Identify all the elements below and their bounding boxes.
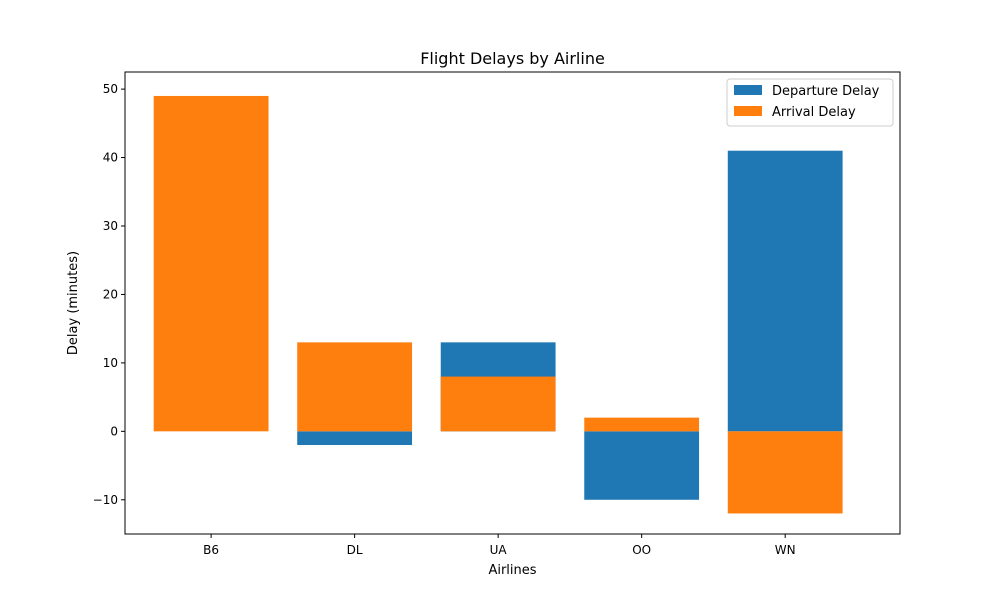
legend-swatch-departure-delay <box>734 85 762 95</box>
chart-title: Flight Delays by Airline <box>420 49 605 68</box>
bar-arrival-delay-oo <box>584 417 700 432</box>
bar-arrival-delay-wn <box>727 431 843 514</box>
x-tick-label-dl: DL <box>347 543 363 557</box>
x-tick-label-b6: B6 <box>203 543 219 557</box>
y-tick-label: 30 <box>103 219 118 233</box>
x-axis: B6 DL UA OO WN <box>203 534 796 557</box>
bar-departure-delay-dl <box>297 431 413 446</box>
y-tick-label: 20 <box>103 287 118 301</box>
y-tick-label: −10 <box>93 493 118 507</box>
legend-swatch-arrival-delay <box>734 106 762 116</box>
x-axis-title: Airlines <box>488 563 536 578</box>
y-tick-label: 50 <box>103 82 118 96</box>
legend-frame <box>726 78 894 127</box>
x-tick-label-oo: OO <box>632 543 651 557</box>
legend: Departure Delay Arrival Delay <box>726 78 894 127</box>
bar-arrival-delay-dl <box>297 342 413 432</box>
y-tick-label: 40 <box>103 151 118 165</box>
y-axis-title: Delay (minutes) <box>66 251 81 355</box>
bar-arrival-delay-ua <box>440 376 556 432</box>
legend-label-departure-delay: Departure Delay <box>772 84 880 99</box>
legend-label-arrival-delay: Arrival Delay <box>772 105 856 120</box>
x-tick-label-wn: WN <box>775 543 796 557</box>
bars-group <box>153 95 843 514</box>
x-tick-label-ua: UA <box>490 543 508 557</box>
y-tick-label: 0 <box>110 424 118 438</box>
bar-departure-delay-wn <box>727 150 843 432</box>
bar-departure-delay-oo <box>584 431 700 500</box>
y-tick-label: 10 <box>103 356 118 370</box>
plot-frame <box>124 71 901 535</box>
y-axis: −10 0 10 20 30 40 50 <box>93 82 125 507</box>
bar-arrival-delay-b6 <box>153 95 269 432</box>
